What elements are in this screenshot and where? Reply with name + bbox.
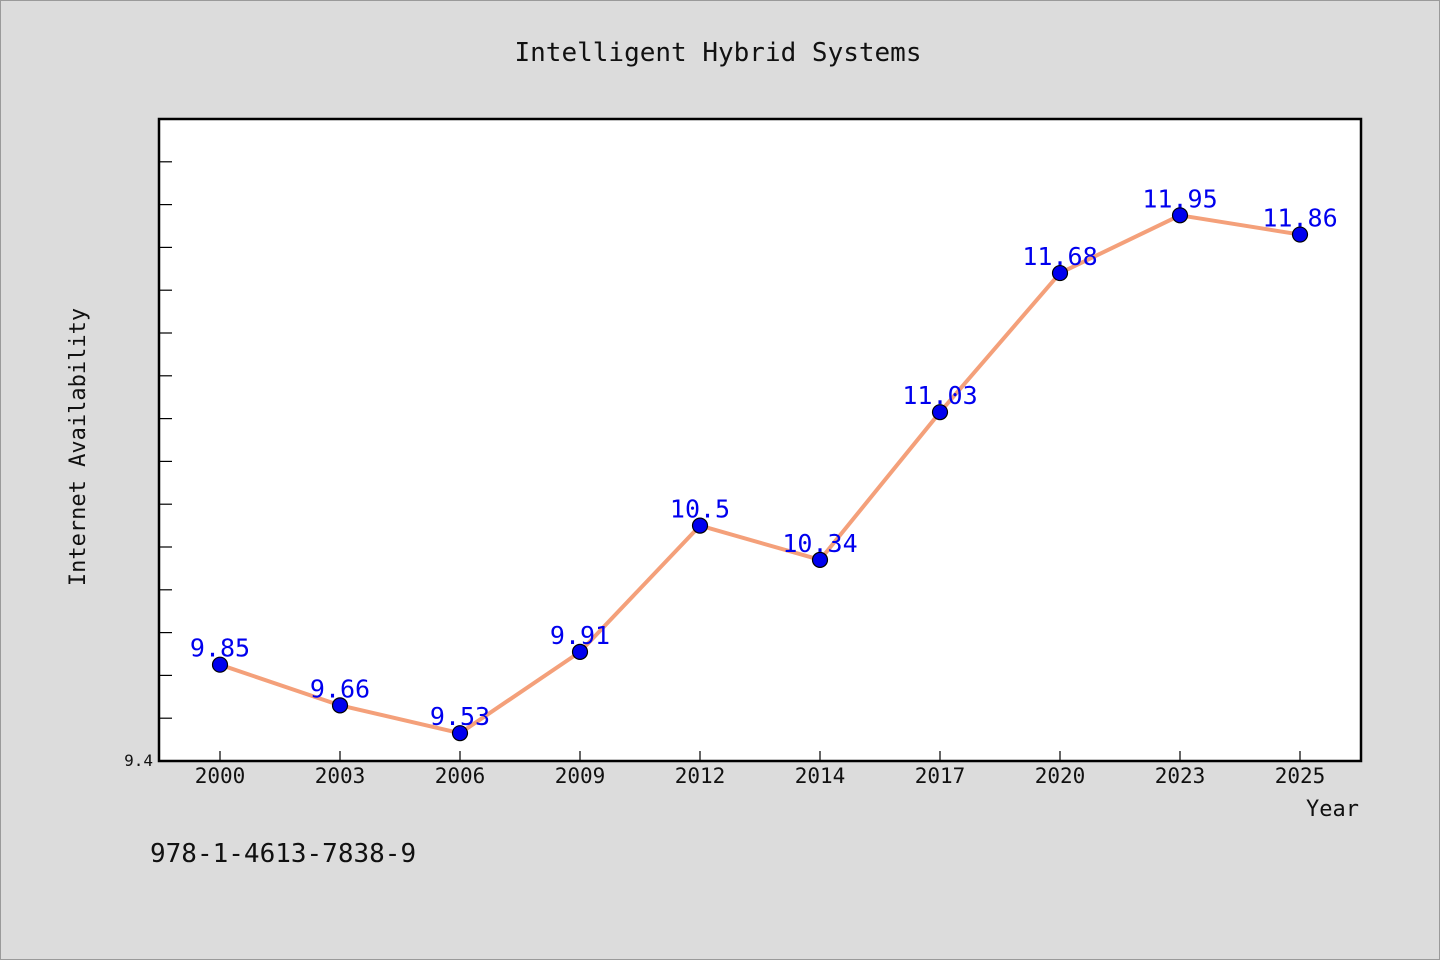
data-point-2014: [811, 551, 829, 568]
x-tick-label: 2003: [315, 764, 366, 788]
data-label-2017: 11.03: [902, 381, 977, 410]
data-label-2006: 9.53: [430, 702, 490, 731]
y-axis-tick-labels: 9.4: [124, 751, 153, 770]
x-tick-label: 2000: [195, 764, 246, 788]
data-point-2023: [1171, 207, 1189, 224]
x-tick-label: 2006: [435, 764, 486, 788]
data-label-2009: 9.91: [550, 621, 610, 650]
x-tick-label: 2025: [1275, 764, 1326, 788]
footer-isbn: 978-1-4613-7838-9: [150, 839, 416, 869]
x-tick-label: 2023: [1155, 764, 1206, 788]
data-point-2017: [931, 404, 949, 421]
data-label-2012: 10.5: [670, 495, 730, 524]
data-markers: [211, 207, 1309, 742]
data-point-2000: [211, 656, 229, 673]
y-tick-label: 9.4: [124, 751, 153, 770]
x-tick-label: 2020: [1035, 764, 1086, 788]
data-label-2003: 9.66: [310, 674, 370, 703]
x-axis-label: Year: [1306, 797, 1359, 822]
x-tick-label: 2012: [675, 764, 726, 788]
x-tick-label: 2009: [555, 764, 606, 788]
data-labels: 9.85 9.66 9.53 9.91 10.5 10.34 11.03 11.68 11.95…: [190, 184, 1338, 731]
data-label-2000: 9.85: [190, 634, 250, 663]
data-label-2014: 10.34: [782, 529, 857, 558]
data-point-2006: [451, 725, 469, 742]
chart-title: Intelligent Hybrid Systems: [515, 38, 922, 68]
data-point-2020: [1051, 264, 1069, 282]
x-tick-label: 2017: [915, 764, 966, 788]
data-point-2012: [691, 517, 709, 534]
x-axis-tick-labels: 2000 2003 2006 2009 2012 2014 2017 2020 2023 2025: [195, 764, 1326, 788]
data-point-2009: [571, 643, 589, 660]
data-label-2023: 11.95: [1142, 184, 1217, 213]
y-axis-ticks: [159, 161, 172, 719]
y-axis-label: Internet Availability: [66, 308, 91, 586]
data-point-2003: [331, 697, 349, 714]
data-label-2025: 11.86: [1262, 204, 1337, 233]
data-label-2020: 11.68: [1022, 242, 1097, 271]
x-axis-ticks: [219, 751, 1301, 761]
x-tick-label: 2014: [795, 764, 846, 788]
data-point-2025: [1291, 226, 1309, 243]
series-line: [219, 213, 1301, 736]
